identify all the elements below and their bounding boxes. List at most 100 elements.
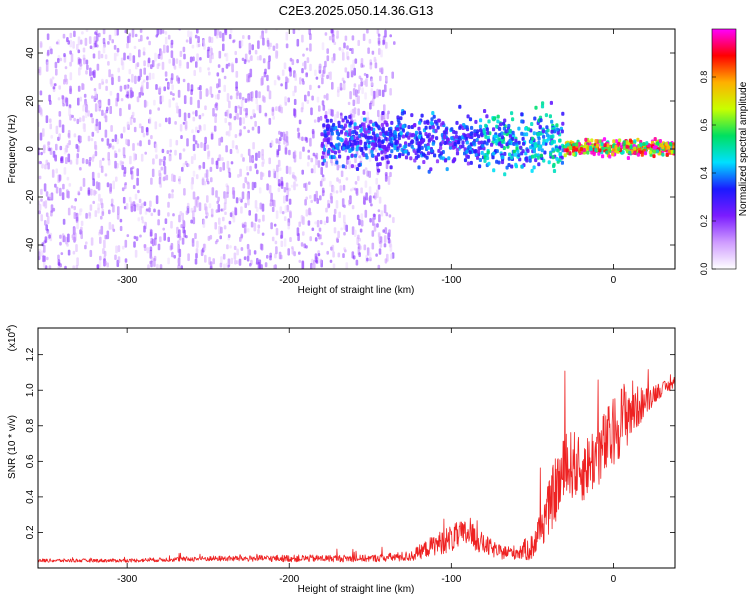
heatmap-cell xyxy=(376,189,379,198)
heatmap-cell xyxy=(167,236,170,243)
heatmap-cell xyxy=(209,261,213,269)
heatmap-cell xyxy=(145,126,149,133)
heatmap-cell xyxy=(214,29,217,37)
heatmap-cell xyxy=(76,153,79,159)
heatmap-cell xyxy=(152,72,155,80)
heatmap-cell xyxy=(239,129,242,136)
heatmap-cell xyxy=(568,151,572,156)
heatmap-cell xyxy=(513,152,517,157)
heatmap-cell xyxy=(280,106,283,114)
heatmap-cell xyxy=(664,141,668,146)
heatmap-cell xyxy=(365,73,369,79)
heatmap-cell xyxy=(672,149,675,154)
heatmap-cell xyxy=(73,133,77,138)
scale-prefix: (x10 xyxy=(7,331,18,351)
heatmap-cell xyxy=(96,125,100,134)
heatmap-cell xyxy=(384,174,388,182)
heatmap-cell xyxy=(332,155,336,159)
heatmap-cell xyxy=(294,73,297,81)
heatmap-cell xyxy=(358,219,361,226)
heatmap-cell xyxy=(121,187,125,192)
heatmap-cell xyxy=(606,143,610,148)
heatmap-cell xyxy=(526,148,530,153)
heatmap-cell xyxy=(139,205,142,215)
heatmap-cell xyxy=(198,164,201,171)
heatmap-cell xyxy=(125,94,128,98)
heatmap-cell xyxy=(66,37,69,43)
heatmap-cell xyxy=(72,41,75,49)
heatmap-cell xyxy=(159,183,162,188)
heatmap-cell xyxy=(98,193,101,202)
heatmap-cell xyxy=(211,157,214,165)
heatmap-cell xyxy=(167,201,170,208)
heatmap-cell xyxy=(372,217,375,226)
heatmap-cell xyxy=(584,137,588,142)
heatmap-cell xyxy=(88,159,91,167)
heatmap-cell xyxy=(344,140,348,145)
x-tick-label: -200 xyxy=(279,574,299,585)
heatmap-cell xyxy=(439,155,443,160)
heatmap-cell xyxy=(333,41,337,45)
heatmap-cell xyxy=(229,148,233,154)
heatmap-cell xyxy=(380,156,384,161)
heatmap-cell xyxy=(374,148,378,153)
heatmap-cell xyxy=(344,131,348,136)
heatmap-cell xyxy=(140,216,144,221)
heatmap-cell xyxy=(192,134,196,142)
heatmap-cell xyxy=(378,214,381,223)
colorbar-tick-label: 0.2 xyxy=(699,215,709,228)
heatmap-cell xyxy=(169,149,172,153)
heatmap-cell xyxy=(384,227,388,234)
heatmap-cell xyxy=(45,212,49,217)
heatmap-cell xyxy=(162,227,165,231)
heatmap-cell xyxy=(317,116,320,123)
heatmap-cell xyxy=(106,138,110,146)
heatmap-cell xyxy=(114,160,117,169)
heatmap-cell xyxy=(172,93,175,97)
heatmap-cell xyxy=(388,214,392,218)
heatmap-cell xyxy=(556,130,560,135)
heatmap-cell xyxy=(461,140,465,145)
heatmap-cell xyxy=(433,153,437,158)
heatmap-cell xyxy=(555,156,559,161)
heatmap-cell xyxy=(344,35,348,41)
heatmap-cell xyxy=(614,139,618,144)
heatmap-cell xyxy=(84,112,88,119)
heatmap-cell xyxy=(417,165,421,170)
heatmap-cell xyxy=(334,125,338,130)
heatmap-cell xyxy=(296,127,300,132)
heatmap-cell xyxy=(317,160,321,168)
heatmap-cell xyxy=(622,146,626,150)
heatmap-cell xyxy=(191,238,195,247)
heatmap-cell xyxy=(163,44,166,54)
heatmap-cell xyxy=(210,133,214,140)
heatmap-cell xyxy=(275,210,279,219)
heatmap-cell xyxy=(394,139,398,144)
heatmap-cell xyxy=(114,29,117,36)
heatmap-cell xyxy=(321,155,325,160)
heatmap-cell xyxy=(209,54,212,64)
heatmap-cell xyxy=(171,193,174,199)
heatmap-cell xyxy=(178,108,182,118)
heatmap-cell xyxy=(303,243,307,249)
heatmap-cell xyxy=(202,243,206,249)
heatmap-cell xyxy=(545,125,549,130)
heatmap-cell xyxy=(157,243,161,251)
heatmap-cell xyxy=(41,250,44,257)
heatmap-cell xyxy=(131,73,134,83)
heatmap-cell xyxy=(214,113,218,117)
heatmap-cell xyxy=(103,239,106,249)
heatmap-cell xyxy=(105,79,108,84)
heatmap-cell xyxy=(598,139,602,144)
heatmap-cell xyxy=(362,110,366,115)
heatmap-cell xyxy=(372,122,376,127)
heatmap-cell xyxy=(163,156,166,161)
heatmap-cell xyxy=(208,203,212,209)
heatmap-cell xyxy=(226,191,229,198)
heatmap-cell xyxy=(358,252,361,258)
heatmap-cell xyxy=(333,214,336,222)
heatmap-cell xyxy=(343,214,346,223)
heatmap-cell xyxy=(146,75,149,81)
heatmap-cell xyxy=(196,240,199,248)
heatmap-cell xyxy=(74,198,77,202)
